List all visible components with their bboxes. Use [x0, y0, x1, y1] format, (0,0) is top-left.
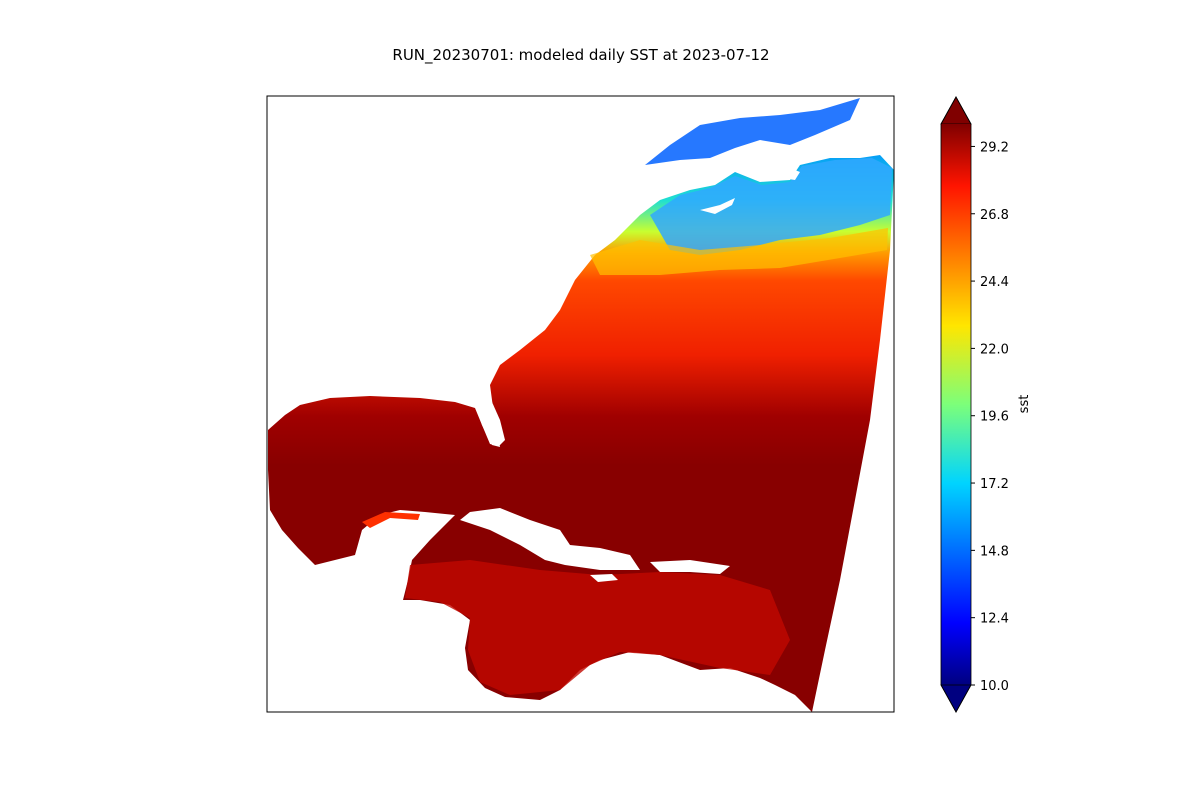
cape-cod-land [778, 168, 800, 180]
jamaica-land [590, 574, 618, 582]
yucatan-warm-strip [362, 512, 420, 528]
colorbar-tick-label: 29.2 [980, 140, 1009, 155]
colorbar-tick-label: 12.4 [980, 612, 1009, 627]
cold-water-region [650, 158, 892, 255]
colorbar-extend-max [940, 96, 972, 125]
colorbar-label: sst [1017, 395, 1032, 414]
panama-land [628, 672, 642, 695]
hispaniola-land [650, 560, 730, 574]
colorbar: 10.0 12.4 14.8 17.2 19.6 22.0 24.4 26.8 29.2 sst [940, 96, 1032, 713]
sst-field [268, 98, 894, 712]
caribbean-region [405, 560, 790, 695]
colorbar-tick-label: 14.8 [980, 544, 1009, 559]
cold-shelf-region [645, 98, 860, 165]
colorbar-tick-label: 19.6 [980, 410, 1009, 425]
florida-land [476, 402, 505, 446]
colorbar-gradient [941, 124, 971, 685]
colorbar-tick-label: 10.0 [980, 679, 1009, 694]
figure-title: RUN_20230701: modeled daily SST at 2023-… [392, 46, 770, 64]
colorbar-tick-label: 26.8 [980, 208, 1009, 223]
colorbar-ticks: 10.0 12.4 14.8 17.2 19.6 22.0 24.4 26.8 29.2 [971, 140, 1009, 694]
colorbar-tick-label: 22.0 [980, 342, 1009, 357]
colorbar-extend-min [940, 684, 972, 713]
cuba-land [460, 508, 640, 570]
map-axes-frame [266, 95, 895, 713]
frontal-region [590, 228, 888, 275]
colorbar-tick-label: 24.4 [980, 275, 1009, 290]
colorbar-tick-label: 17.2 [980, 477, 1009, 492]
long-island-land [700, 198, 735, 214]
